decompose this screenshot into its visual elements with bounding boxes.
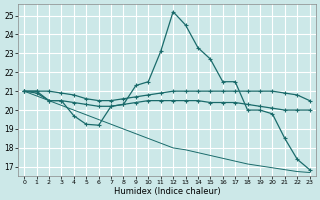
X-axis label: Humidex (Indice chaleur): Humidex (Indice chaleur)	[114, 187, 220, 196]
